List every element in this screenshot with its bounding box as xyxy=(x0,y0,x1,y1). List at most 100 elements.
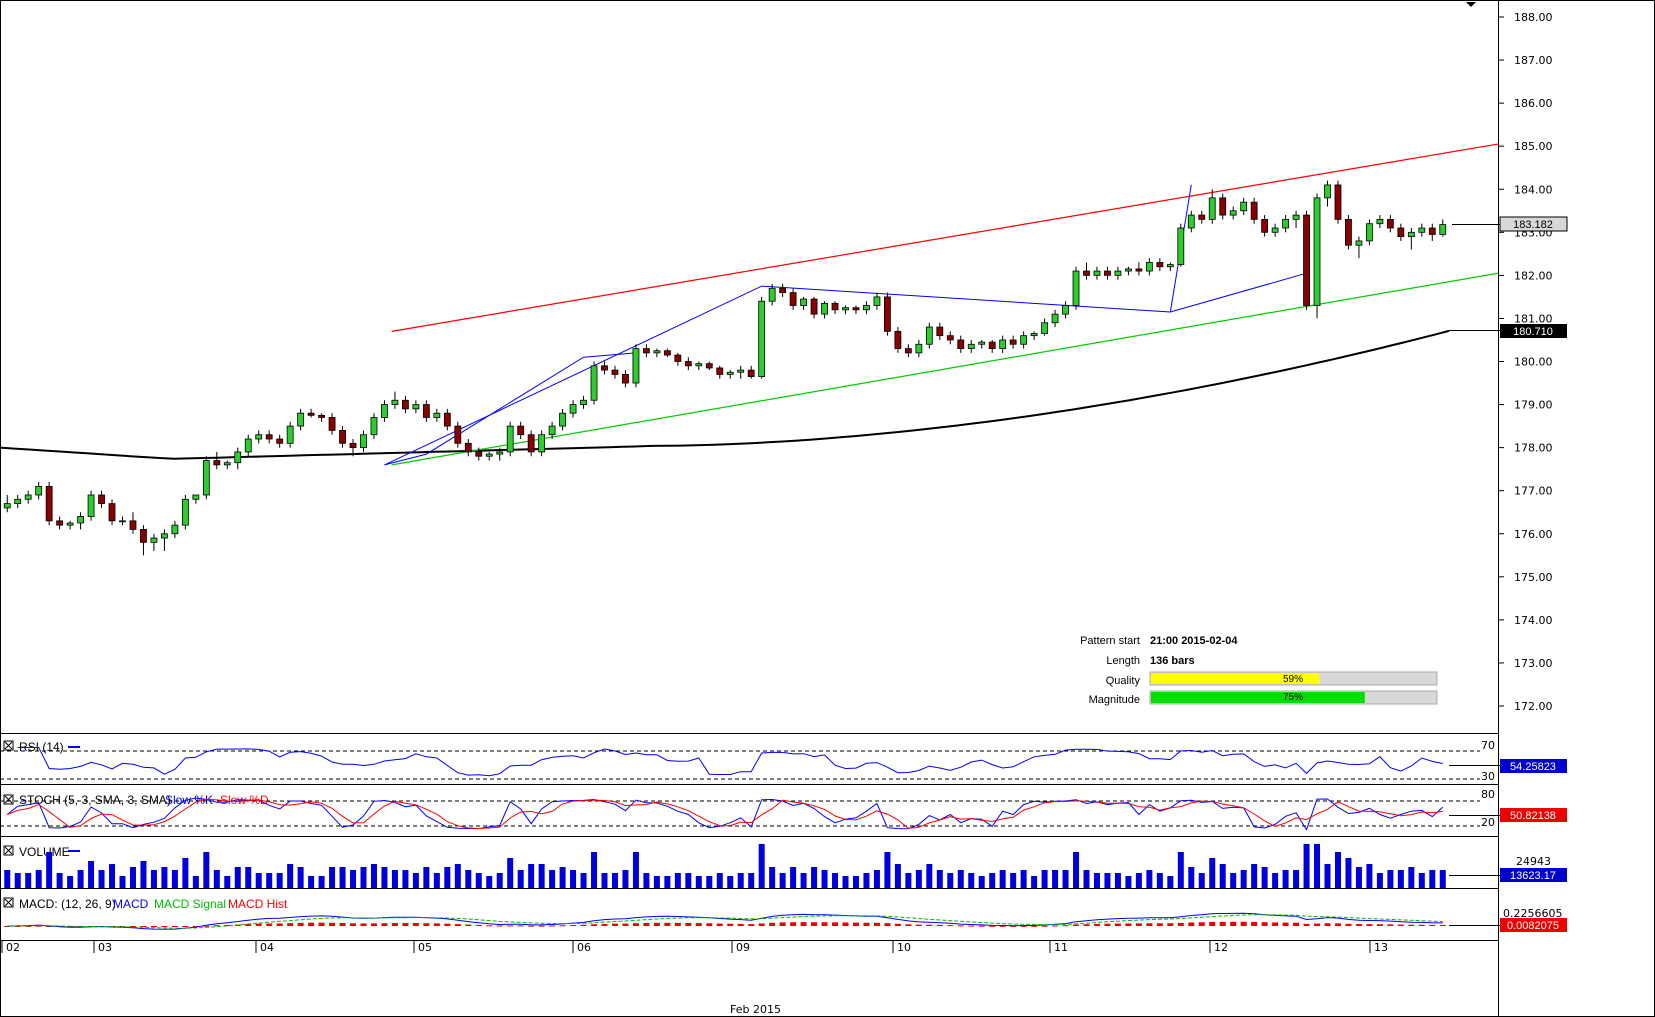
volume-bar xyxy=(1251,864,1258,888)
macd-hist-bar xyxy=(716,923,723,926)
macd-hist-bar xyxy=(224,924,231,926)
candle-body xyxy=(1428,227,1436,235)
macd-hist-bar xyxy=(1366,924,1373,926)
scroll-marker-icon[interactable] xyxy=(1466,2,1476,7)
macd-hist-bar xyxy=(412,923,419,926)
volume-bar xyxy=(706,876,713,888)
volume-bar xyxy=(727,876,734,888)
macd-toggle-checkbox[interactable] xyxy=(3,897,14,908)
volume-bar xyxy=(276,873,283,888)
macd-hist-bar xyxy=(653,922,660,926)
volume-bar xyxy=(695,876,702,888)
volume-bar xyxy=(329,867,336,888)
candle-body xyxy=(936,326,944,337)
candle-body xyxy=(779,287,787,294)
candle-body xyxy=(1439,224,1447,235)
quality-percent: 59% xyxy=(1283,674,1303,685)
volume-bar xyxy=(1146,870,1153,888)
magnitude-percent: 75% xyxy=(1283,692,1303,703)
candle-body xyxy=(339,429,346,444)
volume-bar xyxy=(737,873,744,888)
volume-bar xyxy=(1261,867,1268,888)
candle-body xyxy=(1271,227,1279,233)
price-tick-label: 179.00 xyxy=(1514,399,1553,412)
candle-body xyxy=(1261,218,1269,233)
candle-body xyxy=(108,503,116,522)
candle-body xyxy=(349,442,357,449)
volume-bar xyxy=(643,873,650,888)
candle-body xyxy=(1366,223,1373,242)
volume-bar xyxy=(622,870,629,888)
volume-toggle-checkbox[interactable] xyxy=(3,845,14,856)
macd-hist-bar xyxy=(1062,925,1069,927)
candle-body xyxy=(381,404,388,418)
stoch-toggle-checkbox[interactable] xyxy=(3,794,14,805)
volume-bar xyxy=(1397,870,1404,888)
volume-bar xyxy=(56,873,63,888)
macd-hist-bar xyxy=(1198,922,1205,926)
price-tick-label: 187.00 xyxy=(1514,54,1553,67)
volume-bar xyxy=(182,858,189,888)
candle-body xyxy=(1345,218,1352,246)
macd-hist-bar xyxy=(1261,922,1268,926)
volume-bar xyxy=(769,867,776,888)
macd-legend-signal: MACD Signal xyxy=(154,897,226,911)
candle-body xyxy=(884,296,891,332)
volume-bar xyxy=(1020,870,1027,888)
pattern-zigzag-line xyxy=(384,272,1307,466)
rsi-level-30: 30 xyxy=(1481,770,1495,783)
macd-hist-bar xyxy=(465,924,472,926)
volume-bar xyxy=(486,876,493,888)
macd-hist-bar xyxy=(245,924,252,926)
volume-bar xyxy=(1093,873,1100,888)
macd-legend-hist: MACD Hist xyxy=(228,897,288,911)
candle-body xyxy=(1156,262,1164,268)
volume-bar xyxy=(161,867,168,888)
time-tick-label: 02 xyxy=(6,941,20,954)
last-price-tag: 183.182 xyxy=(1452,216,1568,232)
volume-bar xyxy=(318,876,325,888)
rsi-level-70: 70 xyxy=(1481,739,1495,752)
time-axis: 02 03 04 05 06 09 10 11 12 13 xyxy=(1,940,1388,954)
month-label: Feb 2015 xyxy=(730,1003,781,1016)
time-tick-label: 09 xyxy=(736,941,750,954)
price-tick-label: 177.00 xyxy=(1514,485,1553,498)
macd-hist-bar xyxy=(1135,923,1142,926)
macd-hist-bar xyxy=(496,925,503,927)
rsi-value: 54.25823 xyxy=(1510,761,1556,773)
pattern-start-value: 21:00 2015-02-04 xyxy=(1150,635,1238,647)
candle-body xyxy=(1198,214,1206,220)
macd-hist-bar xyxy=(800,922,807,926)
volume-bar xyxy=(852,876,859,888)
candle-body xyxy=(119,520,126,523)
quality-label: Quality xyxy=(1106,675,1141,687)
macd-hist-bar xyxy=(580,924,587,926)
macd-hist-bar xyxy=(769,922,776,926)
volume-bar xyxy=(150,870,157,888)
macd-hist-bar xyxy=(842,922,849,926)
macd-level: 0.2256605 xyxy=(1503,907,1563,920)
volume-bar xyxy=(591,852,598,888)
macd-hist-bar xyxy=(1345,923,1352,926)
candle-body xyxy=(98,494,105,505)
rsi-toggle-checkbox[interactable] xyxy=(3,740,14,751)
pattern-start-label: Pattern start xyxy=(1080,635,1140,647)
time-tick-label: 06 xyxy=(577,941,591,954)
volume-bar xyxy=(339,867,346,888)
candle-body xyxy=(674,354,682,362)
candle-body xyxy=(328,417,336,431)
price-tick-label: 178.00 xyxy=(1514,442,1553,455)
magnitude-bar-fill xyxy=(1151,692,1365,703)
volume-bar xyxy=(77,870,84,888)
volume-bar xyxy=(496,873,503,888)
candle-body xyxy=(1313,197,1321,306)
candle-body xyxy=(391,399,399,405)
candle-body xyxy=(255,434,263,440)
volume-bar xyxy=(1293,870,1300,888)
macd-hist-bar xyxy=(978,925,985,927)
macd-title: MACD: (12, 26, 9) xyxy=(19,897,116,911)
stoch-level-80: 80 xyxy=(1481,788,1495,801)
macd-hist-bar xyxy=(129,926,136,927)
macd-hist-bar xyxy=(915,924,922,926)
candle-body xyxy=(171,524,179,535)
